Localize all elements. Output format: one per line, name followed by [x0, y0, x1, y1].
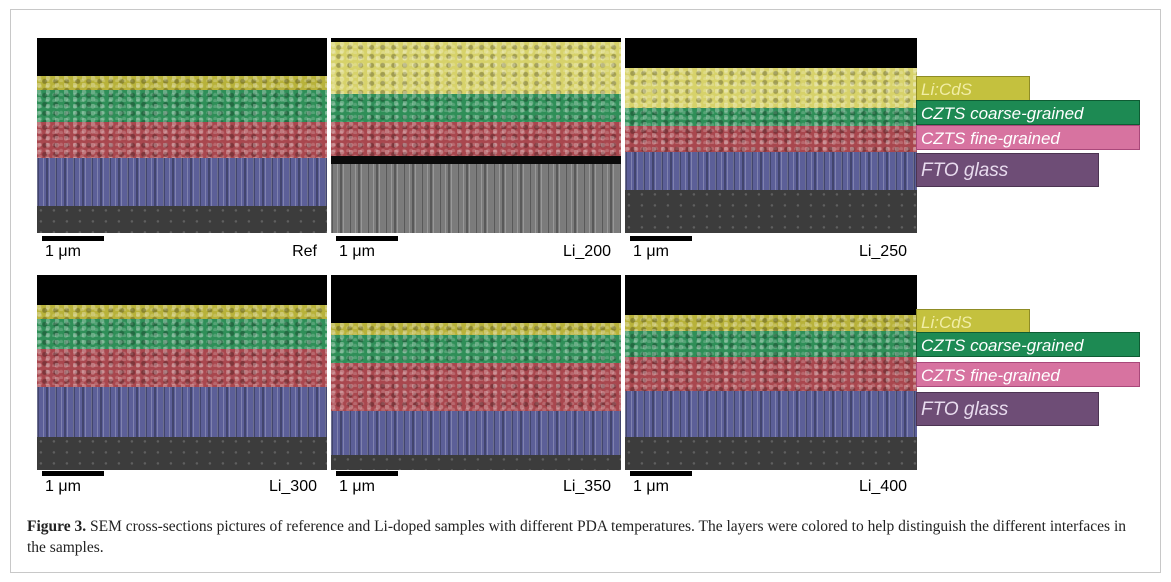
figure-caption: Figure 3. SEM cross-sections pictures of… [27, 516, 1137, 558]
layer-czts-coarse [331, 94, 621, 124]
layer-fto [625, 391, 917, 437]
layer-glass [331, 455, 621, 470]
sem-panel-li400 [625, 275, 919, 470]
scale-row-li400: 1 μm Li_400 [625, 471, 919, 501]
figure-frame: 1 μm Ref 1 μm Li_200 1 μm Li_250 Li:CdS … [10, 9, 1161, 573]
sem-panel-li300 [37, 275, 329, 470]
layer-czts-coarse [625, 331, 917, 359]
layer-fto [37, 387, 327, 437]
layer-cds [625, 315, 917, 335]
layer-glass [37, 437, 327, 470]
layer-czts-fine [331, 122, 621, 158]
scale-label: 1 μm [339, 243, 375, 260]
legend-czts-coarse: CZTS coarse-grained [916, 332, 1140, 357]
layer-czts-coarse [37, 90, 327, 124]
sem-panel-ref [37, 38, 329, 233]
layer-cds [331, 42, 621, 98]
layer-glass [625, 437, 917, 470]
layer-czts-fine [625, 357, 917, 393]
layer-cds [625, 68, 917, 110]
sample-label: Li_300 [268, 478, 317, 495]
sample-label: Li_250 [858, 243, 907, 260]
legend-czts-fine: CZTS fine-grained [916, 125, 1140, 150]
sem-panel-li200 [331, 38, 623, 233]
scale-row-ref: 1 μm Ref [37, 236, 329, 266]
scale-label: 1 μm [45, 478, 81, 495]
sample-label: Li_200 [562, 243, 611, 260]
scale-row-li350: 1 μm Li_350 [331, 471, 623, 501]
layer-fto [331, 164, 621, 233]
layer-czts-coarse [625, 108, 917, 128]
layer-czts-fine [37, 349, 327, 389]
legend-fto: FTO glass [916, 153, 1099, 187]
scale-bar [630, 471, 692, 476]
layer-glass [625, 190, 917, 233]
sample-label: Li_400 [858, 478, 907, 495]
scale-row-li200: 1 μm Li_200 [331, 236, 623, 266]
legend-czts-fine: CZTS fine-grained [916, 362, 1140, 387]
layer-gap [331, 156, 621, 166]
layer-fto [37, 158, 327, 206]
scale-bar [42, 236, 104, 241]
layer-czts-coarse [37, 319, 327, 351]
sample-label: Li_350 [562, 478, 611, 495]
scale-bar [336, 471, 398, 476]
scale-label: 1 μm [633, 478, 669, 495]
layer-czts-coarse [331, 335, 621, 365]
scale-row-li300: 1 μm Li_300 [37, 471, 329, 501]
scale-row-li250: 1 μm Li_250 [625, 236, 919, 266]
legend-cds: Li:CdS [916, 76, 1030, 101]
scale-bar [336, 236, 398, 241]
layer-czts-fine [37, 122, 327, 160]
legend-fto: FTO glass [916, 392, 1099, 426]
layer-czts-fine [331, 363, 621, 413]
sem-panel-li250 [625, 38, 919, 233]
scale-bar [42, 471, 104, 476]
layer-fto [625, 152, 917, 190]
scale-label: 1 μm [45, 243, 81, 260]
legend-czts-coarse: CZTS coarse-grained [916, 100, 1140, 125]
scale-bar [630, 236, 692, 241]
layer-fto [331, 411, 621, 455]
figure-label: Figure 3. [27, 518, 87, 535]
sem-panel-li350 [331, 275, 623, 470]
layer-czts-fine [625, 126, 917, 152]
caption-text: SEM cross-sections pictures of reference… [27, 518, 1127, 556]
scale-label: 1 μm [339, 478, 375, 495]
legend-cds: Li:CdS [916, 309, 1030, 334]
scale-label: 1 μm [633, 243, 669, 260]
sample-label: Ref [292, 243, 317, 260]
layer-glass [37, 206, 327, 233]
